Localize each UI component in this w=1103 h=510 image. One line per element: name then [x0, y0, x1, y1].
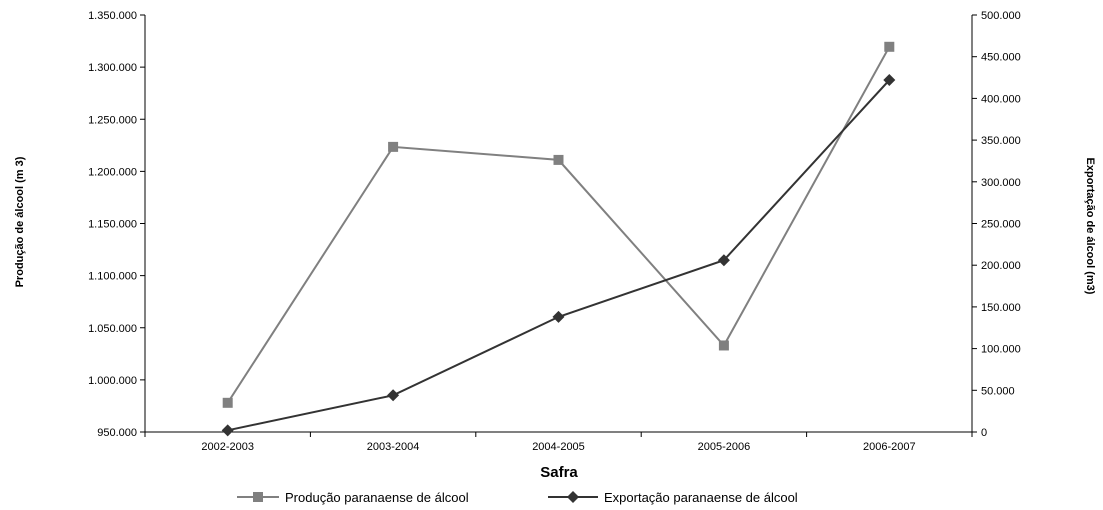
point-diamond-series-1 [387, 389, 400, 402]
point-square-series-0 [388, 141, 399, 152]
point-diamond-series-1 [552, 310, 565, 323]
point-diamond-series-1 [221, 424, 234, 437]
legend-marker-exportacao [567, 491, 579, 503]
legend-label-producao: Produção paranaense de álcool [285, 490, 469, 505]
y-right-tick-label: 350.000 [981, 135, 1021, 147]
y-right-tick-label: 500.000 [981, 10, 1021, 22]
series-line-1 [227, 79, 891, 432]
x-axis-title: Safra [540, 464, 578, 481]
y-left-tick-label: 1.100.000 [88, 271, 137, 283]
legend-item-exportacao: Exportação paranaense de álcool [548, 490, 798, 505]
y-right-tick-label: 200.000 [981, 260, 1021, 272]
x-tick-label: 2006-2007 [863, 441, 916, 453]
y-left-tick-label: 1.200.000 [88, 166, 137, 178]
y-right-tick-label: 50.000 [981, 385, 1015, 397]
series-layer [221, 41, 896, 437]
legend-marker-producao [253, 492, 263, 502]
y-right-tick-label: 150.000 [981, 302, 1021, 314]
point-diamond-series-1 [717, 254, 730, 267]
point-square-series-0 [553, 154, 564, 165]
y-left-tick-label: 1.050.000 [88, 323, 137, 335]
point-square-series-0 [718, 340, 729, 351]
x-tick-label: 2002-2003 [201, 441, 254, 453]
tick-labels: 950.000 1.000.000 1.050.000 1.100.000 1.150.… [88, 10, 1021, 453]
legend: Produção paranaense de álcool Exportação… [237, 490, 798, 505]
y-right-tick-label: 300.000 [981, 177, 1021, 189]
y-axis-left-title: Produção de álcool (m 3) [14, 156, 26, 287]
legend-label-exportacao: Exportação paranaense de álcool [604, 490, 798, 505]
x-tick-label: 2004-2005 [532, 441, 585, 453]
point-square-series-0 [884, 41, 895, 52]
y-axis-right-title: Exportação de álcool (m3) [1084, 158, 1096, 295]
y-left-tick-label: 950.000 [97, 427, 137, 439]
x-tick-label: 2005-2006 [698, 441, 751, 453]
point-diamond-series-1 [883, 74, 896, 87]
y-left-tick-label: 1.350.000 [88, 10, 137, 22]
y-right-tick-label: 400.000 [981, 93, 1021, 105]
x-tick-label: 2003-2004 [367, 441, 420, 453]
series-line-0 [226, 46, 891, 404]
y-right-tick-label: 250.000 [981, 219, 1021, 231]
y-left-tick-label: 1.250.000 [88, 114, 137, 126]
y-left-tick-label: 1.000.000 [88, 375, 137, 387]
point-square-series-0 [222, 397, 233, 408]
y-right-tick-label: 450.000 [981, 52, 1021, 64]
y-right-tick-label: 100.000 [981, 344, 1021, 356]
legend-item-producao: Produção paranaense de álcool [237, 490, 469, 505]
y-right-tick-label: 0 [981, 427, 987, 439]
y-left-tick-label: 1.150.000 [88, 219, 137, 231]
y-left-tick-label: 1.300.000 [88, 62, 137, 74]
axes [140, 14, 977, 437]
